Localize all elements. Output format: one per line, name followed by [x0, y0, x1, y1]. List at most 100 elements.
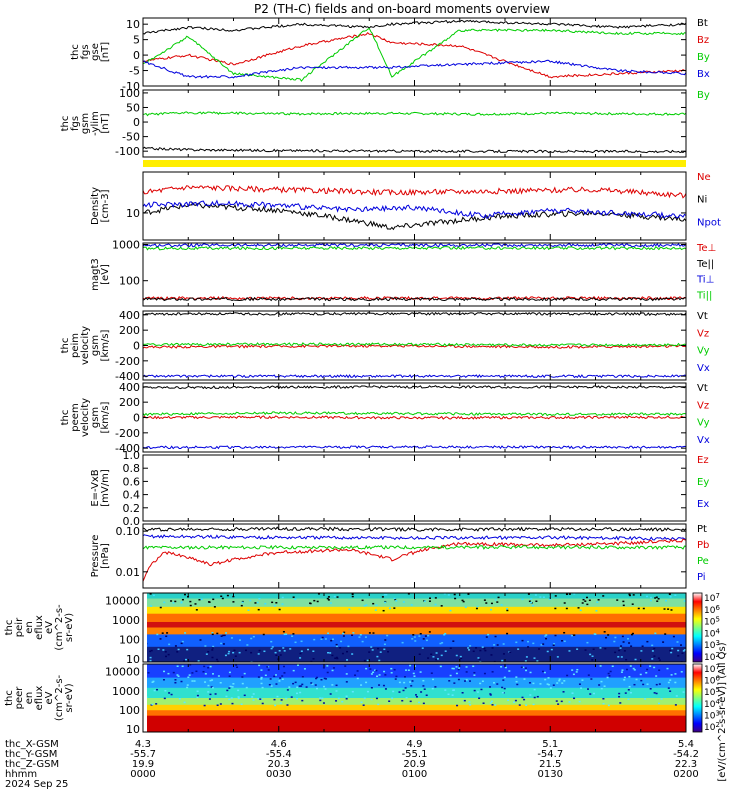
spectrogram-pixel: [387, 650, 390, 653]
colorbar-label: 102: [704, 721, 720, 733]
colorbar-gradient: [692, 592, 703, 663]
legend: Pt Pb Pe Pi: [697, 524, 709, 583]
spectrogram-pixel: [277, 658, 280, 660]
spectrogram-pixel: [432, 656, 435, 658]
spectrogram-band: [143, 710, 686, 717]
spectrogram-pixel: [382, 609, 385, 612]
spectrogram-pixel: [436, 658, 439, 660]
spectrogram-pixel: [670, 609, 673, 611]
spectrogram-pixel: [431, 687, 434, 690]
spectrogram-pixel: [669, 596, 672, 598]
spectrogram-pixel: [205, 653, 208, 655]
y-tick-label: 0.10: [116, 525, 141, 538]
spectrogram-pixel: [577, 607, 580, 609]
spectrogram-pixel: [641, 645, 644, 647]
spectrogram-pixel: [393, 607, 396, 609]
spectrogram-pixel: [259, 698, 262, 700]
y-axis-label-line: (cm^2-s-: [54, 674, 65, 721]
spectrogram-pixel: [458, 667, 461, 669]
spectrogram-pixel: [394, 598, 397, 601]
spectrogram-pixel: [164, 651, 167, 653]
y-axis-label-line: [cm-3]: [100, 189, 111, 222]
legend-entry: Vt: [697, 311, 708, 322]
spectrogram-pixel: [521, 696, 524, 699]
spectrogram-pixel: [345, 698, 348, 700]
spectrogram-pixel: [209, 679, 212, 682]
spectrogram-pixel: [345, 673, 348, 675]
spectrogram-pixel: [307, 648, 310, 651]
spectrogram-pixel: [274, 674, 277, 676]
spectrogram-pixel: [552, 644, 555, 646]
spectrogram-pixel: [628, 642, 631, 644]
spectrogram-pixel: [617, 656, 620, 658]
spectrogram-pixel: [467, 593, 470, 595]
spectrogram-pixel: [543, 671, 546, 674]
spectrogram-pixel: [571, 669, 574, 671]
spectrogram-pixel: [313, 638, 316, 641]
spectrogram-pixel: [356, 677, 359, 680]
spectrogram-pixel: [263, 650, 266, 653]
spectrogram-pixel: [434, 686, 437, 688]
spectrogram-pixel: [677, 655, 680, 657]
y-tick-label: 100: [119, 634, 140, 647]
legend: Te⊥ Te|| Ti⊥ Ti||: [696, 243, 716, 301]
colorbar-label: 103: [704, 639, 720, 651]
spectrogram-pixel: [554, 607, 557, 610]
y-tick-label: -50: [122, 131, 140, 144]
spectrogram-pixel: [229, 685, 232, 688]
spectrogram-pixel: [150, 649, 153, 652]
spectrogram-pixel: [584, 600, 587, 602]
spectrogram-pixel: [455, 672, 458, 675]
spectrogram-pixel: [207, 684, 210, 687]
spectrogram-pixel: [421, 647, 424, 649]
spectrogram-pixel: [341, 700, 344, 703]
series-line-Bx: [142, 59, 687, 79]
spectrogram-pixel: [296, 686, 299, 689]
spectrogram-pixel: [533, 696, 536, 699]
x-tick-label: -54.7: [537, 749, 563, 760]
spectrogram-pixel: [542, 643, 545, 645]
spectrogram-pixel: [628, 675, 631, 678]
spectrogram-pixel: [526, 640, 529, 643]
spectrogram-pixel: [360, 701, 363, 704]
series-line-Vy: [142, 411, 687, 417]
legend-entry: Bz: [697, 35, 709, 46]
spectrogram-pixel: [524, 660, 527, 662]
spectrogram-pixel: [409, 681, 412, 683]
series-line-Vz: [142, 415, 687, 420]
spectrogram-pixel: [632, 667, 635, 670]
y-axis-label-line: gsm: [80, 113, 91, 134]
spectrogram-pixel: [670, 674, 673, 676]
spectrogram-pixel: [319, 697, 322, 699]
spectrogram-band: [143, 627, 686, 635]
spectrogram-pixel: [226, 594, 229, 597]
spectrogram-pixel: [335, 643, 338, 646]
spectrogram-pixel: [296, 692, 299, 695]
spectrogram-pixel: [299, 691, 302, 694]
spectrogram-pixel: [296, 664, 299, 666]
spectrogram-pixel: [325, 678, 328, 680]
spectrogram-pixel: [368, 632, 371, 634]
spectrogram-pixel: [165, 635, 168, 638]
spectrogram-pixel: [168, 643, 171, 646]
spectrogram-pixel: [443, 633, 446, 636]
spectrogram-pixel: [479, 649, 482, 652]
spectrogram-pixel: [411, 680, 414, 682]
spectrogram-pixel: [335, 645, 338, 648]
spectrogram-pixel: [305, 686, 308, 688]
spectrogram-pixel: [279, 677, 282, 679]
spectrogram-pixel: [485, 602, 488, 604]
y-tick-label: 10000: [105, 666, 140, 679]
spectrogram-pixel: [444, 650, 447, 652]
spectrogram-pixel: [536, 660, 539, 662]
spectrogram-pixel: [667, 687, 670, 689]
y-tick-label: -200: [115, 427, 140, 440]
spectrogram-pixel: [153, 689, 156, 692]
spectrogram-pixel: [571, 692, 574, 694]
spectrogram-pixel: [382, 684, 385, 687]
spectrogram-pixel: [599, 647, 602, 649]
spectrogram-band: [143, 598, 686, 608]
y-axis-label-line: thc: [60, 410, 71, 426]
spectrogram-pixel: [276, 695, 279, 698]
